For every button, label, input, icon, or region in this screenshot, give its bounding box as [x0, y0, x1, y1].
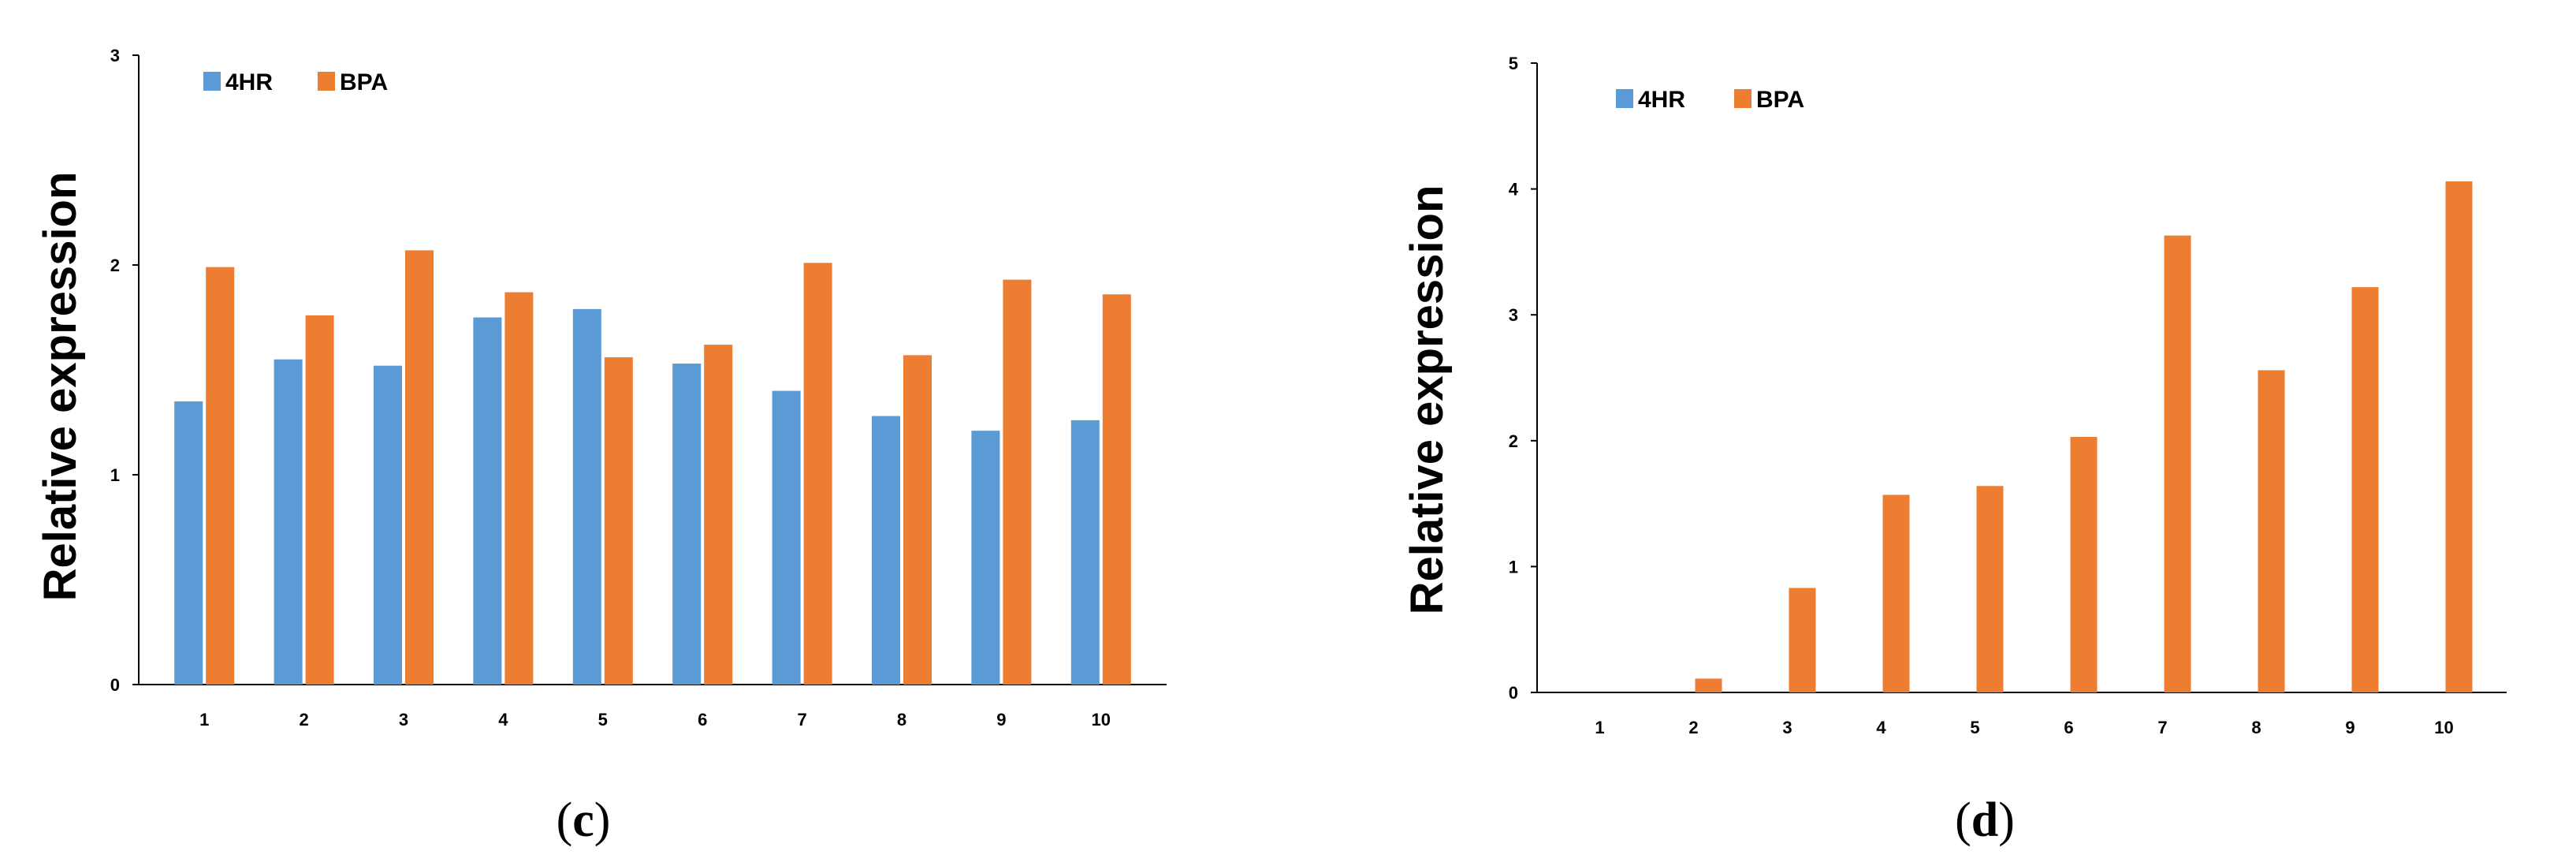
bar-bpa-1 [206, 267, 235, 685]
bar-bpa-7 [2164, 235, 2191, 693]
x-tick-label: 3 [399, 710, 408, 730]
legend-swatch-4hr [1616, 89, 1633, 108]
x-tick-label: 9 [2345, 718, 2355, 737]
bar-bpa-3 [405, 250, 434, 685]
x-tick-label: 6 [698, 710, 707, 730]
bar-bpa-9 [2351, 287, 2379, 692]
x-tick-label: 6 [2064, 718, 2073, 737]
panel-caption: (c) [557, 793, 611, 847]
legend-swatch-bpa [1734, 89, 1751, 108]
y-tick-label: 2 [1509, 431, 1518, 451]
plot-area: 0 1 2 3 1 2 3 4 5 6 7 8 9 10 [110, 46, 1167, 730]
x-tick-label: 2 [1688, 718, 1698, 737]
x-tick-label: 2 [299, 710, 308, 730]
bar-bpa-2 [1695, 678, 1722, 692]
x-tick-label: 7 [2157, 718, 2167, 737]
plot-area: 0 1 2 3 4 5 1 2 3 4 5 6 7 8 9 10 [1509, 54, 2507, 737]
bar-bpa-3 [1789, 588, 1816, 692]
y-tick-label: 1 [1509, 557, 1518, 577]
bar-4hr-1 [174, 401, 203, 685]
x-tick-label: 3 [1782, 718, 1792, 737]
x-tick-label: 8 [897, 710, 906, 730]
bar-4hr-6 [672, 364, 702, 685]
x-tick-label: 9 [996, 710, 1006, 730]
y-axis-title: Relative expression [35, 172, 86, 602]
x-tick-label: 1 [1595, 718, 1604, 737]
bar-bpa-4 [504, 292, 534, 685]
panel-caption-letter: d [1971, 793, 1998, 847]
panel-caption: (d) [1955, 793, 2015, 847]
y-tick-label: 3 [110, 46, 120, 65]
bar-bpa-10 [1102, 294, 1131, 685]
bar-bpa-8 [2258, 370, 2285, 692]
x-tick-label: 5 [598, 710, 608, 730]
x-tick-label: 4 [1876, 718, 1886, 737]
y-tick-label: 3 [1509, 305, 1518, 325]
chart-panel-c: Relative expression 0 1 2 3 1 2 3 4 5 6 7 8 9 10 4HR … [35, 46, 1167, 847]
bar-4hr-4 [473, 317, 502, 685]
bar-4hr-7 [772, 390, 801, 685]
bar-4hr-2 [274, 359, 303, 685]
legend-label-bpa: BPA [1756, 87, 1804, 113]
y-tick-label: 0 [1509, 683, 1518, 703]
y-tick-label: 0 [110, 675, 120, 695]
bar-4hr-8 [872, 416, 900, 685]
bar-bpa-8 [903, 355, 932, 685]
legend-swatch-bpa [318, 72, 335, 91]
legend-label-4hr: 4HR [225, 69, 273, 95]
bar-4hr-10 [1070, 420, 1100, 685]
bar-bpa-5 [604, 357, 633, 685]
x-tick-label: 8 [2251, 718, 2261, 737]
bar-bpa-4 [1882, 494, 1910, 692]
y-tick-label: 1 [110, 465, 120, 485]
x-tick-label: 7 [797, 710, 806, 730]
legend-swatch-4hr [203, 72, 221, 91]
bar-bpa-2 [305, 315, 334, 685]
legend: 4HR BPA [1616, 87, 1804, 113]
y-tick-label: 2 [110, 256, 120, 275]
bar-4hr-5 [572, 308, 601, 685]
legend-label-bpa: BPA [340, 69, 388, 95]
y-tick-label: 4 [1509, 180, 1519, 200]
y-tick-label: 5 [1509, 54, 1518, 73]
bar-bpa-9 [1003, 279, 1032, 685]
chart-panel-d: Relative expression 0 1 2 3 4 5 1 2 3 4 5 6 7 8 9 10 4H… [1402, 54, 2507, 847]
bar-bpa-5 [1976, 486, 2004, 692]
bar-bpa-10 [2445, 181, 2473, 693]
bar-4hr-9 [971, 431, 1000, 685]
bar-bpa-6 [2070, 437, 2098, 692]
legend: 4HR BPA [203, 69, 388, 95]
y-axis-title: Relative expression [1402, 185, 1453, 615]
legend-label-4hr: 4HR [1638, 87, 1685, 113]
x-tick-label: 10 [1092, 710, 1111, 730]
bar-bpa-7 [803, 263, 832, 685]
bar-bpa-6 [704, 345, 733, 685]
panel-caption-letter: c [572, 793, 594, 847]
x-tick-label: 4 [498, 710, 508, 730]
x-tick-label: 5 [1970, 718, 1979, 737]
bar-4hr-3 [374, 365, 402, 685]
x-tick-label: 10 [2434, 718, 2453, 737]
x-tick-label: 1 [199, 710, 209, 730]
